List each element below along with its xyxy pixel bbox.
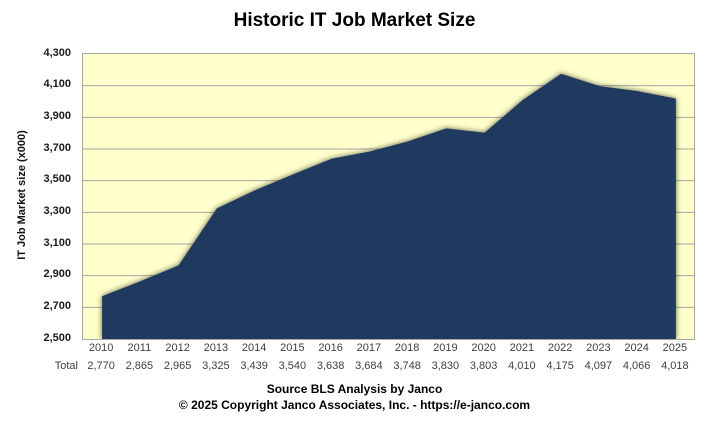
y-tick-label: 3,500	[43, 173, 71, 186]
total-value: 4,066	[622, 360, 651, 372]
total-value: 3,325	[202, 360, 230, 372]
x-tick-label: 2024	[624, 342, 649, 354]
x-tick-label: 2014	[241, 342, 267, 354]
x-tick-label: 2019	[433, 342, 458, 354]
total-value: 2,865	[125, 360, 154, 372]
total-value: 3,684	[355, 360, 383, 372]
x-tick-label: 2017	[356, 342, 382, 354]
y-tick-label: 3,300	[43, 204, 71, 217]
x-tick-label: 2015	[280, 342, 305, 354]
total-value: 3,830	[431, 360, 460, 372]
area-series-total	[102, 73, 676, 339]
plot-area	[82, 53, 695, 340]
x-tick-label: 2010	[88, 342, 114, 354]
x-tick-label: 2021	[509, 342, 535, 354]
x-tick-label: 2011	[127, 342, 152, 354]
x-axis-labels: 2010 2011 2012 2013 2014 2015 2016 2017 2018 2019…	[82, 342, 694, 354]
total-row-values: 2,770 2,865 2,965 3,325 3,439 3,540 3,638 3,684…	[82, 360, 694, 372]
y-tick-label: 2,500	[43, 331, 71, 344]
x-tick-label: 2023	[586, 342, 611, 354]
x-tick-label: 2013	[203, 342, 229, 354]
x-tick-label: 2025	[662, 342, 688, 354]
total-value: 3,439	[240, 360, 268, 372]
total-value: 4,175	[546, 360, 574, 372]
x-tick-label: 2022	[547, 342, 573, 354]
y-tick-label: 4,100	[43, 78, 71, 91]
area-chart	[83, 73, 695, 339]
x-tick-label: 2018	[394, 342, 420, 354]
y-tick-label: 3,100	[43, 236, 71, 249]
total-value: 4,097	[584, 360, 613, 372]
total-row-label: Total	[54, 360, 78, 372]
x-tick-label: 2016	[318, 342, 343, 354]
source-note: Source BLS Analysis by Janco	[266, 382, 443, 396]
y-tick-label: 2,700	[43, 299, 71, 312]
total-value: 3,803	[469, 360, 498, 372]
x-tick-label: 2012	[165, 342, 190, 354]
y-tick-label: 4,300	[43, 46, 71, 59]
total-value: 2,770	[87, 360, 115, 372]
total-value: 2,965	[163, 360, 192, 372]
total-value: 4,018	[661, 360, 689, 372]
total-value: 3,638	[316, 360, 345, 372]
y-axis-tick-labels: 4,300 4,100 3,900 3,700 3,500 3,300 3,100 2,900…	[0, 47, 76, 344]
chart-title: Historic IT Job Market Size	[233, 10, 476, 31]
copyright-note: © 2025 Copyright Janco Associates, Inc. …	[178, 398, 531, 412]
y-tick-label: 3,700	[43, 141, 71, 154]
total-value: 4,010	[508, 360, 536, 372]
total-value: 3,540	[278, 360, 307, 372]
x-tick-label: 2020	[471, 342, 496, 354]
y-tick-label: 3,900	[43, 109, 71, 122]
y-tick-label: 2,900	[43, 268, 71, 281]
total-value: 3,748	[393, 360, 421, 372]
